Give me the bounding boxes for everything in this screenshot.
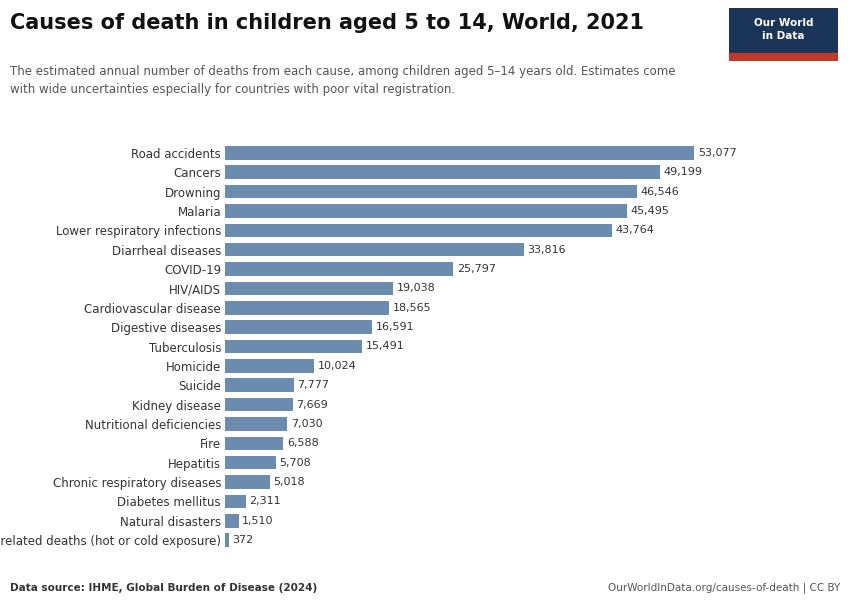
Bar [225, 514, 239, 527]
Bar [225, 437, 283, 450]
Bar [225, 398, 293, 412]
Text: Our World
in Data: Our World in Data [754, 18, 813, 41]
Text: 16,591: 16,591 [376, 322, 414, 332]
Text: 18,565: 18,565 [393, 303, 432, 313]
Bar [225, 204, 627, 218]
Text: 6,588: 6,588 [287, 439, 319, 448]
Text: 10,024: 10,024 [317, 361, 356, 371]
Text: OurWorldInData.org/causes-of-death | CC BY: OurWorldInData.org/causes-of-death | CC … [608, 582, 840, 593]
Text: 5,708: 5,708 [280, 458, 311, 468]
Bar [225, 456, 275, 469]
Bar [225, 475, 269, 489]
Text: 7,777: 7,777 [298, 380, 330, 390]
Bar [729, 53, 838, 61]
Text: 49,199: 49,199 [664, 167, 703, 177]
Bar [225, 533, 229, 547]
Bar [225, 340, 362, 353]
Bar [225, 224, 612, 237]
Bar [225, 243, 524, 256]
Text: 43,764: 43,764 [615, 225, 654, 235]
Text: 5,018: 5,018 [273, 477, 305, 487]
Bar [225, 359, 314, 373]
Bar [225, 494, 246, 508]
Text: 7,030: 7,030 [291, 419, 322, 429]
Text: Causes of death in children aged 5 to 14, World, 2021: Causes of death in children aged 5 to 14… [10, 13, 644, 33]
Text: Data source: IHME, Global Burden of Disease (2024): Data source: IHME, Global Burden of Dise… [10, 583, 317, 593]
Text: 53,077: 53,077 [698, 148, 737, 158]
Text: 2,311: 2,311 [249, 496, 280, 506]
Text: 15,491: 15,491 [366, 341, 405, 352]
Text: 33,816: 33,816 [528, 245, 566, 254]
Bar [225, 166, 660, 179]
Bar [225, 301, 389, 314]
Bar [225, 320, 371, 334]
Text: 19,038: 19,038 [397, 283, 436, 293]
Bar [225, 185, 637, 199]
Bar [225, 146, 694, 160]
Text: 25,797: 25,797 [456, 264, 496, 274]
Bar [225, 379, 294, 392]
Bar [225, 417, 287, 431]
Bar [225, 281, 394, 295]
Text: 7,669: 7,669 [297, 400, 328, 410]
Text: 372: 372 [232, 535, 253, 545]
Text: The estimated annual number of deaths from each cause, among children aged 5–14 : The estimated annual number of deaths fr… [10, 65, 676, 96]
Text: 1,510: 1,510 [242, 516, 274, 526]
Bar [225, 262, 453, 276]
Text: 46,546: 46,546 [640, 187, 679, 197]
Text: 45,495: 45,495 [631, 206, 670, 216]
